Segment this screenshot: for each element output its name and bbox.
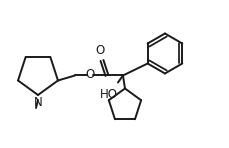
Text: O: O bbox=[95, 45, 104, 57]
Text: N: N bbox=[33, 96, 42, 109]
Text: O: O bbox=[85, 68, 94, 81]
Text: HO: HO bbox=[100, 89, 117, 102]
